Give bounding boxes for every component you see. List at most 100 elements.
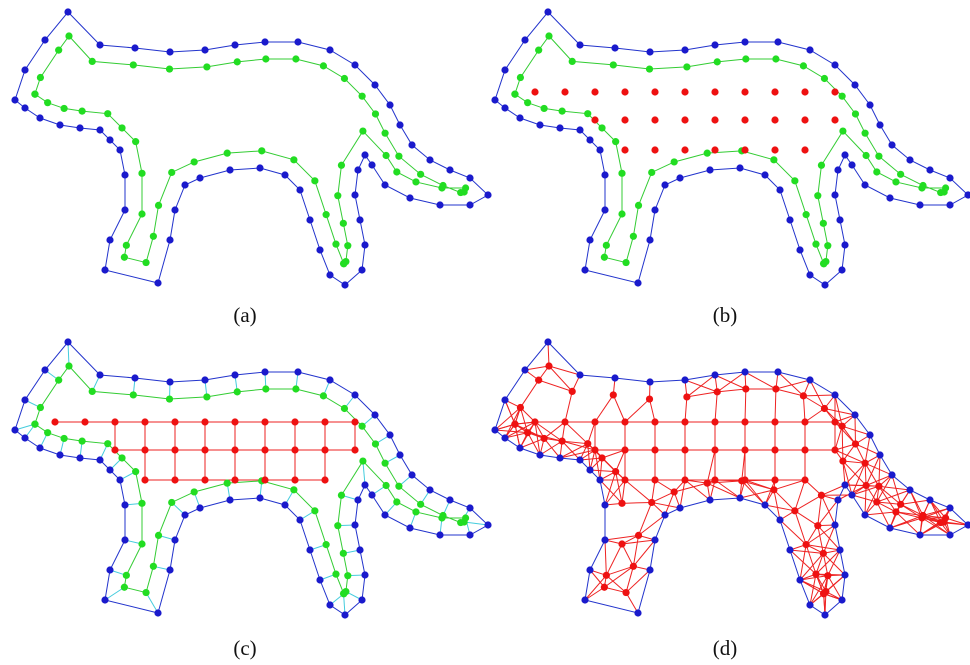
- boundary-node: [96, 41, 103, 48]
- boundary-node: [611, 374, 618, 381]
- mesh-edge: [548, 342, 549, 366]
- interior-node: [741, 146, 748, 153]
- interior-node: [291, 446, 298, 453]
- boundary-node: [96, 371, 103, 378]
- layer-node: [412, 178, 419, 185]
- layer-node: [382, 482, 389, 489]
- boundary-node: [706, 166, 713, 173]
- layer-node: [142, 259, 149, 266]
- layer-node: [290, 486, 297, 493]
- interior-node: [231, 476, 238, 483]
- interior-node: [591, 446, 598, 453]
- boundary-node: [601, 536, 608, 543]
- interior-node: [535, 377, 542, 384]
- boundary-node: [396, 451, 403, 458]
- layer-node: [104, 110, 111, 117]
- layer-node: [372, 110, 379, 117]
- boundary-node: [831, 521, 838, 528]
- boundary-node: [261, 368, 268, 375]
- boundary-node: [834, 166, 841, 173]
- boundary-node: [41, 36, 48, 43]
- boundary-node: [106, 236, 113, 243]
- interior-node: [681, 446, 688, 453]
- mesh-edge: [625, 399, 650, 422]
- boundary-node: [586, 566, 593, 573]
- interior-node: [141, 418, 148, 425]
- interior-node: [231, 418, 238, 425]
- boundary-node: [556, 454, 563, 461]
- boundary-node: [64, 338, 71, 345]
- interior-node: [741, 116, 748, 123]
- layer-node: [155, 202, 162, 209]
- boundary-node: [586, 466, 593, 473]
- boundary-node: [341, 611, 348, 618]
- interior-node: [648, 499, 655, 506]
- interior-node: [704, 480, 711, 487]
- layer-node: [132, 138, 139, 145]
- boundary-node: [821, 281, 828, 288]
- interior-node: [711, 146, 718, 153]
- boundary-node: [838, 266, 845, 273]
- interior-node: [681, 418, 688, 425]
- interior-node: [541, 435, 548, 442]
- interior-node: [897, 501, 904, 508]
- interior-node: [814, 522, 821, 529]
- mesh-edge: [565, 391, 572, 422]
- boundary-node: [296, 516, 303, 523]
- layer-node: [601, 254, 608, 261]
- boundary-node: [886, 524, 893, 531]
- layer-node: [65, 362, 72, 369]
- boundary-node: [651, 536, 658, 543]
- layer-node: [340, 220, 347, 227]
- interior-node: [651, 476, 658, 483]
- interior-node: [651, 446, 658, 453]
- interior-node: [321, 418, 328, 425]
- boundary-node: [358, 266, 365, 273]
- boundary-node: [861, 181, 868, 188]
- boundary-node: [341, 281, 348, 288]
- interior-node: [618, 500, 625, 507]
- layer-node: [820, 220, 827, 227]
- mesh-edge: [595, 395, 613, 422]
- boundary-node: [154, 279, 161, 286]
- interior-node: [831, 446, 838, 453]
- interior-node: [839, 457, 846, 464]
- interior-node: [621, 476, 628, 483]
- interior-node: [875, 483, 882, 490]
- layer-node: [462, 184, 469, 191]
- boundary-node: [408, 141, 415, 148]
- mesh-edge: [775, 389, 776, 422]
- mesh-edge: [803, 396, 805, 422]
- panel-label: (a): [233, 303, 256, 327]
- boundary-node: [358, 596, 365, 603]
- layer-node: [393, 168, 400, 175]
- boundary-node: [646, 236, 653, 243]
- interior-node: [111, 418, 118, 425]
- boundary-node: [436, 531, 443, 538]
- boundary-node: [906, 486, 913, 493]
- boundary-node: [121, 206, 128, 213]
- boundary-node: [711, 41, 718, 48]
- layer-node: [462, 514, 469, 521]
- layer-node: [875, 153, 882, 160]
- interior-node: [852, 440, 859, 447]
- layer-node: [862, 152, 869, 159]
- layer-node: [121, 584, 128, 591]
- boundary-node: [501, 396, 508, 403]
- interior-node: [201, 418, 208, 425]
- boundary-node: [181, 511, 188, 518]
- boundary-node: [281, 171, 288, 178]
- layer-node: [138, 540, 145, 547]
- outer-boundary: [495, 12, 968, 285]
- layer-node: [89, 388, 96, 395]
- layer-node: [166, 65, 173, 72]
- interior-node: [681, 146, 688, 153]
- layer-node: [292, 385, 299, 392]
- layer-node: [104, 440, 111, 447]
- boundary-node: [834, 496, 841, 503]
- boundary-node: [634, 279, 641, 286]
- interior-node: [861, 460, 868, 467]
- interior-node: [771, 446, 778, 453]
- inner-layer: [515, 36, 946, 264]
- interior-node: [791, 507, 798, 514]
